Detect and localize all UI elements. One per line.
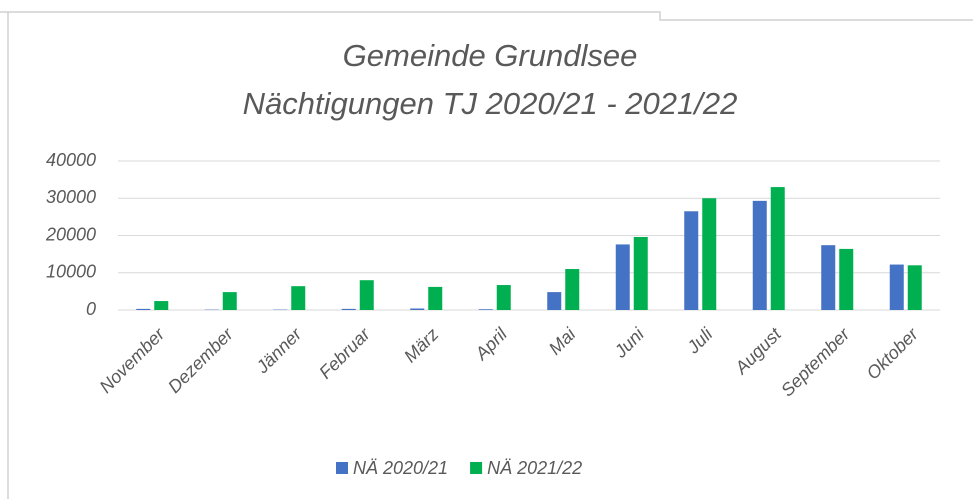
legend-swatch [470, 462, 483, 474]
bar [478, 309, 493, 310]
bar [547, 292, 562, 310]
bar [633, 236, 648, 310]
bar [136, 308, 151, 310]
y-tick-label: 10000 [46, 262, 96, 282]
chart-title: Nächtigungen TJ 2020/21 - 2021/22 [243, 86, 738, 121]
bar [821, 245, 836, 310]
legend-swatch [336, 462, 348, 474]
x-tick-label: März [400, 324, 442, 366]
x-tick-label: Juli [682, 323, 717, 358]
x-tick-label: Februar [315, 323, 374, 382]
bar [428, 286, 443, 310]
x-tick-label: September [777, 323, 854, 400]
bar [222, 292, 237, 310]
bar [684, 211, 699, 310]
bar [341, 308, 356, 310]
y-tick-label: 20000 [45, 224, 96, 244]
bar [565, 269, 580, 310]
bar [889, 264, 904, 310]
bar [359, 280, 374, 310]
bar [496, 285, 511, 310]
x-tick-label: November [96, 323, 170, 397]
y-tick-label: 30000 [46, 187, 96, 207]
bar [770, 187, 785, 310]
bar [410, 308, 425, 310]
x-tick-label: Dezember [164, 323, 238, 397]
bar [291, 286, 306, 310]
legend-label: NÄ 2021/22 [487, 458, 582, 478]
frame [0, 11, 973, 499]
chart-title: Gemeinde Grundlsee [343, 38, 638, 73]
x-tick-label: Juni [610, 323, 649, 362]
bar [702, 198, 717, 310]
legend-label: NÄ 2020/21 [353, 458, 448, 478]
bar [839, 248, 854, 310]
bar [615, 244, 630, 310]
bar [907, 265, 922, 310]
bar [154, 301, 169, 310]
bar [752, 200, 767, 310]
x-tick-label: August [730, 323, 785, 378]
x-tick-label: Mai [545, 323, 580, 358]
y-tick-label: 40000 [46, 150, 96, 170]
x-tick-label: Jänner [252, 323, 306, 377]
y-tick-label: 0 [86, 299, 96, 319]
x-tick-label: April [471, 323, 512, 364]
x-tick-label: Oktober [863, 323, 923, 383]
